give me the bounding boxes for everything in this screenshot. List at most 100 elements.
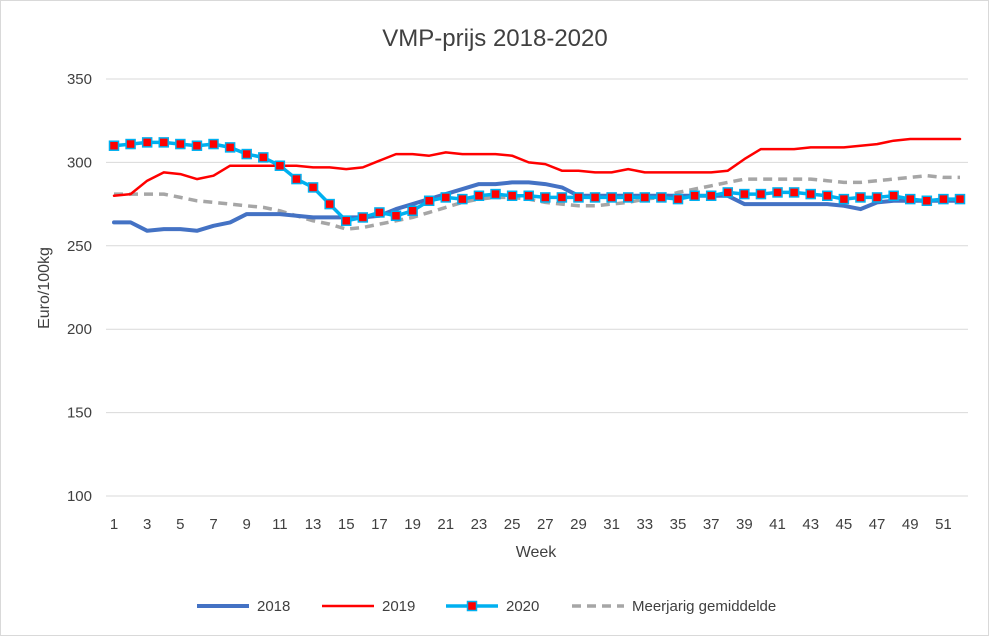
x-tick-label: 23 (471, 516, 488, 533)
x-tick-label: 45 (836, 516, 853, 533)
data-point (241, 148, 252, 160)
data-point (805, 188, 816, 200)
data-point (954, 193, 966, 205)
data-point (556, 192, 568, 203)
data-point (540, 192, 551, 203)
data-point (722, 187, 734, 198)
series-2018 (112, 180, 962, 233)
x-tick-label: 29 (570, 516, 587, 533)
x-tick-label: 25 (504, 516, 521, 533)
data-point (739, 188, 750, 200)
y-tick-label: 300 (67, 154, 92, 171)
y-axis-label: Euro/100kg (36, 247, 53, 329)
x-tick-label: 3 (143, 516, 151, 533)
data-point (407, 205, 418, 217)
legend-label: Meerjarig gemiddelde (632, 598, 776, 615)
data-point (888, 190, 899, 202)
series-meerjarig-gemiddelde (114, 173, 960, 231)
data-point (423, 195, 435, 207)
x-tick-label: 47 (869, 516, 886, 533)
data-point (224, 142, 236, 153)
y-tick-label: 150 (67, 405, 92, 422)
data-point (656, 192, 667, 203)
series-line (114, 173, 960, 231)
legend-marker (466, 600, 478, 612)
data-point (390, 210, 402, 222)
data-point (871, 192, 883, 203)
gridlines (106, 78, 968, 414)
data-point (705, 190, 717, 202)
data-point (291, 173, 302, 185)
x-axis-label: Week (516, 544, 558, 561)
data-point (208, 138, 219, 150)
x-tick-label: 37 (703, 516, 720, 533)
data-point (357, 212, 369, 223)
series-layer (108, 137, 966, 233)
x-tick-label: 33 (636, 516, 653, 533)
data-point (838, 193, 850, 205)
legend-label: 2020 (506, 598, 539, 615)
data-point (523, 190, 534, 202)
x-tick-label: 43 (802, 516, 819, 533)
y-tick-label: 200 (67, 321, 92, 338)
data-point (125, 138, 136, 150)
x-tick-label: 35 (670, 516, 687, 533)
x-axis-ticks: 1 3 5 7 9 11 13 15 17 19 21 23 25 27 29 31 33 35 37 39 41 43 4… (110, 516, 952, 533)
x-tick-label: 1 (110, 516, 118, 533)
data-point (490, 188, 501, 200)
x-tick-label: 7 (209, 516, 217, 533)
data-point (175, 138, 186, 150)
data-point (324, 198, 335, 210)
data-point (689, 190, 700, 202)
series-2019 (112, 137, 962, 198)
x-tick-label: 19 (404, 516, 421, 533)
legend-label: 2018 (257, 598, 290, 615)
series-line (112, 180, 962, 233)
data-point (606, 192, 617, 203)
x-tick-label: 15 (338, 516, 355, 533)
x-tick-label: 31 (603, 516, 620, 533)
data-point (506, 190, 518, 202)
x-tick-label: 17 (371, 516, 388, 533)
legend-item-2018: 2018 (197, 598, 290, 615)
data-point (672, 193, 684, 205)
data-point (141, 137, 153, 148)
legend: 2018 2019 2020 Meerjarig gemiddelde (197, 598, 776, 615)
x-tick-label: 49 (902, 516, 919, 533)
data-point (772, 187, 783, 198)
data-point (340, 215, 352, 227)
x-tick-label: 51 (935, 516, 952, 533)
y-tick-label: 100 (67, 488, 92, 505)
data-point (191, 140, 203, 151)
x-tick-label: 13 (305, 516, 322, 533)
data-point (921, 195, 933, 207)
data-point (457, 193, 468, 205)
legend-label: 2019 (382, 598, 415, 615)
series-2020 (108, 137, 966, 227)
series-line (112, 140, 962, 223)
legend-item-2019: 2019 (322, 598, 415, 615)
data-point (639, 192, 651, 203)
data-point (589, 192, 601, 203)
data-point (307, 182, 319, 193)
data-point (822, 190, 833, 202)
series-line (112, 137, 962, 198)
data-point (755, 188, 767, 200)
data-point (374, 207, 385, 218)
x-tick-label: 39 (736, 516, 753, 533)
y-tick-label: 350 (67, 71, 92, 88)
data-point (622, 192, 634, 203)
x-tick-label: 27 (537, 516, 554, 533)
legend-item-meerjarig-gemiddelde: Meerjarig gemiddelde (572, 598, 776, 615)
y-axis-ticks: 100 150 200 250 300 350 (67, 71, 92, 505)
data-point (440, 192, 452, 203)
data-point (473, 190, 485, 202)
data-point (855, 192, 866, 203)
x-tick-label: 5 (176, 516, 184, 533)
data-point (108, 140, 120, 151)
data-point (788, 187, 800, 198)
data-point (258, 152, 269, 163)
data-point (938, 193, 949, 205)
